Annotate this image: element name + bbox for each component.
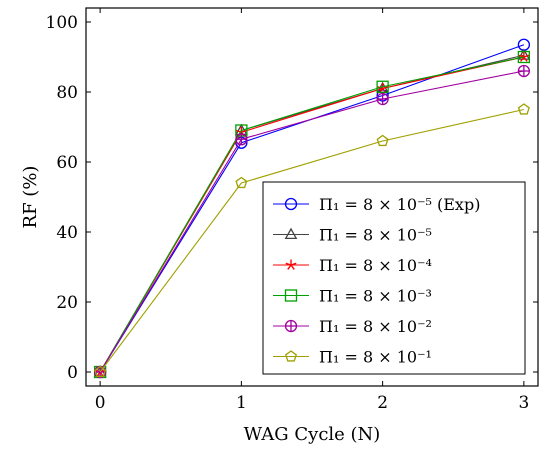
data-point <box>284 289 298 302</box>
data-point <box>517 50 531 64</box>
data-point <box>285 350 297 362</box>
data-point <box>517 48 531 60</box>
legend-label: Π₁ = 8 × 10⁻¹ <box>319 348 432 367</box>
legend-entry: Π₁ = 8 × 10⁻⁴ <box>273 256 432 275</box>
data-point <box>517 103 530 115</box>
ticks-layer: 0 1 2 3 0 20 40 60 80 100 <box>46 8 538 413</box>
x-tick-label: 2 <box>377 393 388 413</box>
legend-label: Π₁ = 8 × 10⁻³ <box>319 287 432 306</box>
legend-label: Π₁ = 8 × 10⁻⁵ <box>319 226 432 245</box>
data-point <box>235 133 248 146</box>
data-point <box>376 92 389 106</box>
data-point <box>376 134 389 147</box>
y-tick-label: 100 <box>46 13 78 33</box>
data-point <box>517 64 531 78</box>
data-point <box>376 80 389 93</box>
y-tick-label: 80 <box>56 83 78 103</box>
legend-entry: Π₁ = 8 × 10⁻⁵ (Exp) <box>273 195 480 214</box>
y-tick-label: 0 <box>67 363 78 383</box>
data-point <box>235 176 248 189</box>
series-line <box>99 56 524 373</box>
legend-label: Π₁ = 8 × 10⁻⁴ <box>319 256 432 275</box>
legend-label: Π₁ = 8 × 10⁻² <box>319 317 432 336</box>
series-5 <box>93 64 531 379</box>
legend-box <box>262 181 526 375</box>
legend-label: Π₁ = 8 × 10⁻⁵ (Exp) <box>319 195 480 214</box>
series-layer <box>93 38 531 379</box>
x-axis-label: WAG Cycle (N) <box>244 424 381 445</box>
legend-entry: Π₁ = 8 × 10⁻¹ <box>273 348 432 367</box>
plot-frame <box>85 7 539 387</box>
legend: Π₁ = 8 × 10⁻⁵ (Exp) Π₁ = 8 × 10⁻⁵ Π₁ = 8 ×… <box>262 181 526 375</box>
x-tick-label: 1 <box>236 393 247 413</box>
y-tick-label: 40 <box>56 223 78 243</box>
legend-entry: Π₁ = 8 × 10⁻² <box>273 317 432 336</box>
x-tick-label: 3 <box>518 393 529 413</box>
data-point <box>284 197 298 211</box>
y-tick-label: 20 <box>56 293 78 313</box>
series-6 <box>94 103 530 378</box>
series-line <box>99 70 524 373</box>
data-point <box>284 319 298 333</box>
y-axis-label: RF (%) <box>20 166 41 229</box>
legend-entry: Π₁ = 8 × 10⁻⁵ <box>273 226 432 245</box>
x-tick-label: 0 <box>95 393 106 413</box>
data-point <box>285 259 297 270</box>
y-tick-label: 60 <box>56 153 78 173</box>
data-point <box>518 51 530 62</box>
legend-entry: Π₁ = 8 × 10⁻³ <box>273 287 432 306</box>
data-point <box>94 365 107 378</box>
series-line <box>99 108 524 373</box>
data-point <box>284 227 298 240</box>
